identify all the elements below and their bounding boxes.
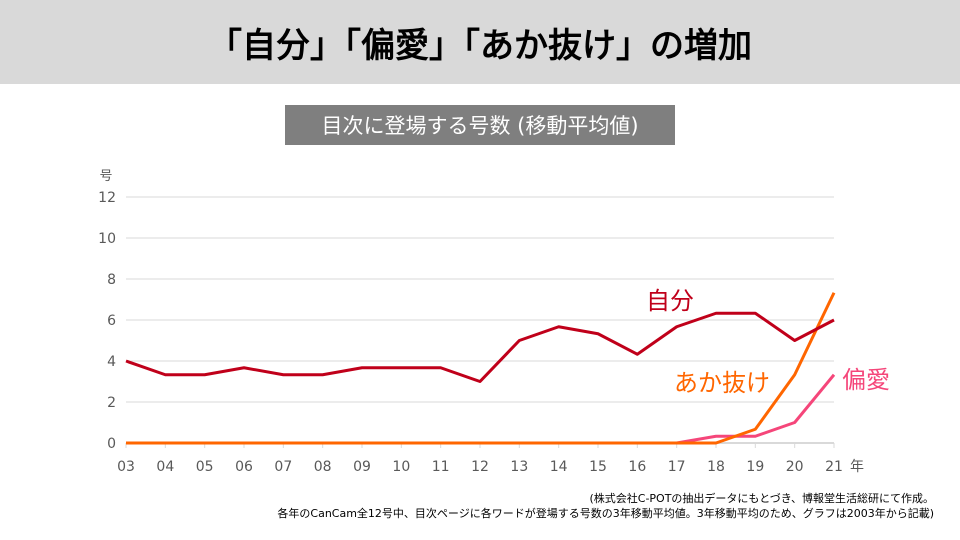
x-tick-label: 08 <box>314 459 332 475</box>
y-tick-label: 10 <box>98 231 116 247</box>
y-axis-label: 号 <box>99 169 112 184</box>
page-title: 「自分」「偏愛」「あか抜け」の増加 <box>208 25 752 66</box>
x-tick-label: 11 <box>432 459 450 475</box>
x-tick-label: 03 <box>117 459 135 475</box>
x-tick-label: 15 <box>589 459 607 475</box>
x-tick-label: 20 <box>786 459 804 475</box>
x-tick-label: 12 <box>471 459 489 475</box>
y-tick-label: 8 <box>107 272 116 288</box>
series-label: 偏愛 <box>842 366 890 394</box>
y-tick-label: 6 <box>107 313 116 329</box>
x-tick-label: 09 <box>353 459 371 475</box>
x-tick-label: 07 <box>274 459 292 475</box>
y-tick-label: 2 <box>107 395 116 411</box>
x-tick-label: 13 <box>510 459 528 475</box>
x-tick-label: 05 <box>196 459 214 475</box>
series-label: 自分 <box>646 287 694 315</box>
method-note: 各年のCanCam全12号中、目次ページに各ワードが登場する号数の3年移動平均値… <box>277 507 934 520</box>
series-line-1 <box>126 292 836 445</box>
x-tick-label: 10 <box>392 459 410 475</box>
y-tick-label: 0 <box>107 436 116 452</box>
x-tick-label: 17 <box>668 459 686 475</box>
x-tick-label: 14 <box>550 459 568 475</box>
x-tick-label: 21 <box>825 459 843 475</box>
source-note: (株式会社C-POTの抽出データにもとづき、博報堂生活総研にて作成。 <box>589 492 934 505</box>
x-tick-label: 16 <box>628 459 646 475</box>
x-axis-label: 年 <box>850 459 864 475</box>
x-tick-label: 18 <box>707 459 725 475</box>
x-tick-label: 19 <box>746 459 764 475</box>
x-tick-label: 04 <box>156 459 174 475</box>
y-tick-label: 4 <box>107 354 116 370</box>
x-tick-label: 06 <box>235 459 253 475</box>
series-label: あか抜け <box>674 369 770 397</box>
chart-subtitle: 目次に登場する号数 (移動平均値) <box>285 105 675 145</box>
series-line-0 <box>125 311 835 383</box>
header: 「自分」「偏愛」「あか抜け」の増加 <box>0 0 960 84</box>
y-tick-label: 12 <box>98 190 116 206</box>
